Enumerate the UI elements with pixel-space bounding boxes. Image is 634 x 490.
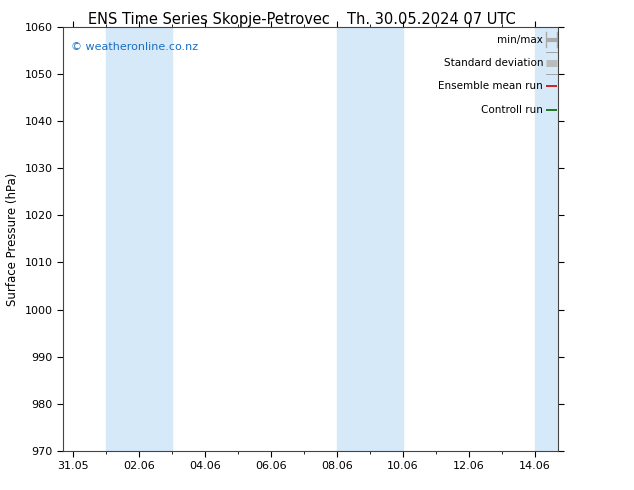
- Bar: [337, 27, 403, 451]
- Text: © weatheronline.co.nz: © weatheronline.co.nz: [71, 42, 198, 52]
- Y-axis label: Surface Pressure (hPa): Surface Pressure (hPa): [6, 172, 19, 306]
- Bar: [535, 27, 558, 451]
- Text: Th. 30.05.2024 07 UTC: Th. 30.05.2024 07 UTC: [347, 12, 515, 27]
- Text: min/max: min/max: [497, 35, 543, 45]
- Text: Standard deviation: Standard deviation: [444, 58, 543, 68]
- Text: Controll run: Controll run: [481, 104, 543, 115]
- Bar: [107, 27, 172, 451]
- Text: Ensemble mean run: Ensemble mean run: [438, 81, 543, 91]
- Text: ENS Time Series Skopje-Petrovec: ENS Time Series Skopje-Petrovec: [88, 12, 330, 27]
